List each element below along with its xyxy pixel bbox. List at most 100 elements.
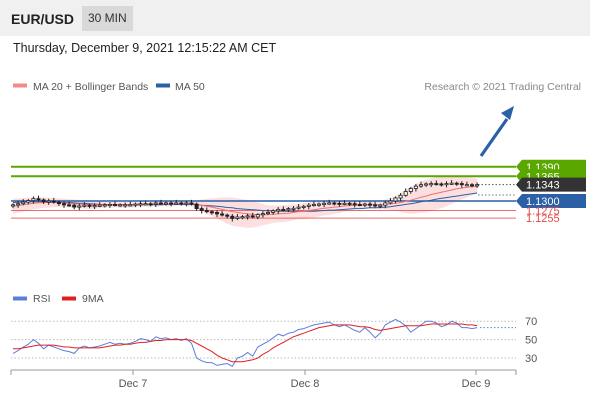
candle-body [276,208,281,212]
candle-body [138,203,143,206]
candle-body [143,203,148,206]
candle-body [398,194,403,199]
legend-ma9-label: 9MA [82,293,104,305]
candle-body [82,204,87,207]
candle-body [469,184,474,187]
rsi-tick-30: 30 [525,353,537,365]
candle-body [367,203,372,206]
rsi-tick-70: 70 [525,316,537,328]
candle-body [209,211,214,214]
candle-body [265,211,270,214]
candle-body [72,204,77,208]
rsi-line [12,318,478,367]
rsi-ma9-line [13,323,478,363]
candle-body [316,203,321,206]
rsi-legend: RSI 9MA [13,293,104,305]
candle-body [337,202,342,205]
candle-body [189,202,194,205]
candle-body [87,204,92,207]
candle-body [21,201,26,205]
candle-body [403,191,408,196]
legend-ma50-swatch [156,83,170,88]
time-axis-label-Dec-7: Dec 7 [119,378,148,390]
candle-body [184,202,189,205]
candle-body [225,214,230,217]
legend-rsi-swatch [13,296,27,301]
candle-body [46,200,51,203]
forecast-arrow-head [501,106,514,120]
price-tag-text-1.1300: 1.1300 [526,196,560,208]
timeframe-button[interactable]: 30 MIN [82,6,133,31]
candle-body [459,183,464,186]
price-tag-text-1.1343: 1.1343 [526,180,560,192]
candle-body [418,184,423,187]
candle-body [449,182,454,185]
candle-body [41,199,46,203]
candle-body [373,204,378,207]
candle-body [199,208,204,211]
candle-body [204,210,209,213]
candle-body [62,203,67,206]
candle-body [332,202,337,205]
candle-body [169,202,174,205]
candle-body [92,205,97,208]
candle-body [286,208,291,211]
timestamp: Thursday, December 9, 2021 12:15:22 AM C… [13,41,277,55]
candle-body [388,200,393,204]
time-axis: Dec 7 Dec 8 Dec 9 [10,369,517,390]
candle-body [148,203,153,206]
time-axis-label-Dec-8: Dec 8 [291,378,320,390]
candle-body [454,182,459,185]
candle-body [362,203,367,206]
candle-body [77,205,82,208]
candle-body [51,200,56,203]
legend-ma20-label: MA 20 + Bollinger Bands [33,81,148,93]
candle-body [128,204,133,207]
candle-body [102,204,107,207]
candle-body [230,215,235,219]
price-label-1.1275: 1.1275 [526,206,560,218]
candle-body [352,203,357,206]
candle-body [291,207,296,210]
candle-body [97,204,102,207]
candle-body [67,204,72,207]
candle-body [296,206,301,209]
legend-ma20-swatch [13,83,27,88]
candle-body [163,202,168,205]
price-label-1.1255: 1.1255 [526,213,560,225]
candle-body [245,215,250,218]
candle-body [133,203,138,206]
time-axis-label-Dec-9: Dec 9 [462,378,491,390]
candle-body [260,213,265,216]
candle-body [311,204,316,207]
candle-body [347,202,352,205]
candle-body [36,198,41,201]
candle-body [327,202,332,205]
candle-body [255,214,260,218]
candle-body [464,184,469,187]
forecast-arrow-shaft [479,118,509,157]
candle-body [153,202,158,205]
candle-body [378,204,383,207]
candle-body [439,183,444,186]
credit-text: Research © 2021 Trading Central [424,81,581,93]
candle-body [56,201,61,205]
candle-body [118,204,123,207]
candle-body [383,202,388,206]
instrument-label: EUR/USD [11,11,75,27]
candle-body [235,216,240,219]
candle-body [306,204,311,207]
candle-body [342,202,347,205]
ma50-line [12,192,478,212]
candle-body [194,203,199,209]
candle-body [281,208,286,211]
candle-body [220,213,225,216]
candle-body [271,210,276,213]
candle-body [357,204,362,207]
legend-ma50-label: MA 50 [175,81,205,93]
candle-body [123,204,128,207]
candle-body [429,183,434,186]
candle-body [250,215,255,218]
candle-body [107,204,112,207]
